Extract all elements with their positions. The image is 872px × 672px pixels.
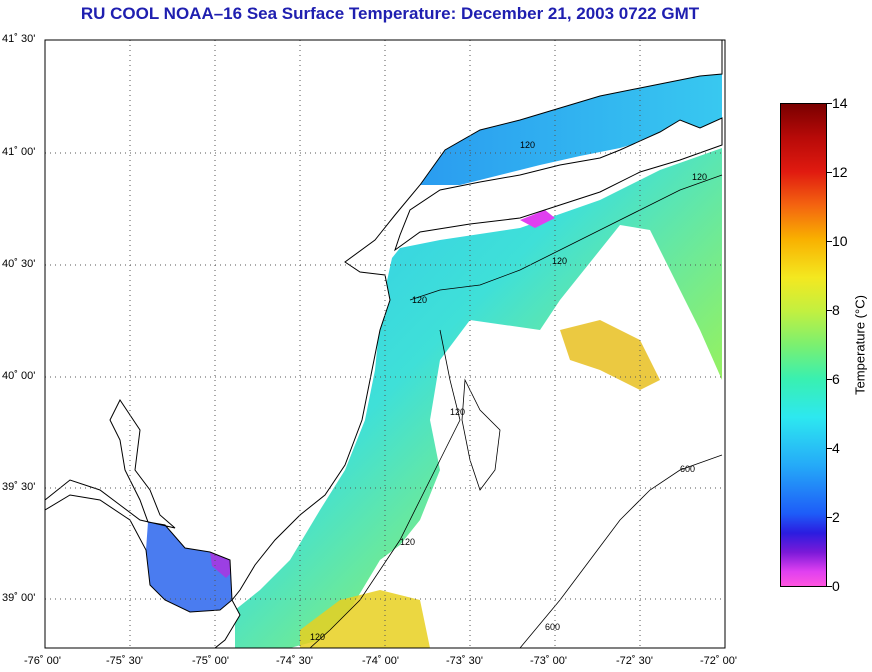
colorbar-label: 14 (832, 95, 848, 111)
isobath-120m (409, 174, 723, 301)
lat-tick-label: 40˚ 00' (2, 370, 36, 382)
isobath-120m-south (309, 329, 461, 648)
isobath-600m (519, 454, 723, 648)
warm-patch (560, 320, 660, 390)
contour-label: 120 (552, 256, 567, 266)
contour-label: 600 (545, 622, 560, 632)
map-title: RU COOL NOAA–16 Sea Surface Temperature:… (80, 4, 700, 23)
contour-label: 120 (310, 632, 325, 642)
colorbar (780, 103, 827, 587)
colorbar-tick (827, 310, 832, 311)
lat-tick-label: 41˚ 00' (2, 146, 36, 158)
colorbar-label: 4 (832, 440, 840, 456)
lat-tick-label: 40˚ 30' (2, 258, 36, 270)
colorbar-tick (827, 241, 832, 242)
graticule (45, 40, 725, 648)
mainland-coast (45, 40, 723, 602)
colorbar-label: 12 (832, 164, 848, 180)
colorbar-label: 6 (832, 371, 840, 387)
lon-tick-label: -72˚ 30' (616, 655, 653, 667)
colorbar-label: 0 (832, 578, 840, 594)
lon-tick-label: -73˚ 30' (446, 655, 483, 667)
lat-tick-label: 39˚ 00' (2, 592, 36, 604)
colorbar-tick (827, 172, 832, 173)
colorbar-tick (827, 586, 832, 587)
canyon-contour (461, 378, 501, 491)
lon-tick-label: -74˚ 00' (362, 655, 399, 667)
warm-patch (300, 590, 430, 648)
lat-tick-label: 41˚ 30' (2, 33, 36, 45)
delaware-bay (146, 522, 232, 612)
colorbar-tick (827, 103, 832, 104)
colorbar-tick (827, 379, 832, 380)
colorbar-label: 2 (832, 509, 840, 525)
contour-label: 600 (680, 464, 695, 474)
lon-tick-label: -75˚ 00' (192, 655, 229, 667)
lon-tick-label: -74˚ 30' (276, 655, 313, 667)
lat-tick-label: 39˚ 30' (2, 481, 36, 493)
southern-land (45, 494, 241, 648)
lon-tick-label: -76˚ 00' (24, 655, 61, 667)
lon-tick-label: -73˚ 00' (530, 655, 567, 667)
long-island-sound (420, 74, 722, 185)
colorbar-tick (827, 448, 832, 449)
colorbar-label: 10 (832, 233, 848, 249)
shelf-water (235, 148, 722, 648)
map-content: 120 120 120 120 120 120 120 600 600 (45, 40, 725, 648)
contour-label: 120 (520, 140, 535, 150)
map-frame (44, 39, 726, 649)
colorbar-tick (827, 517, 832, 518)
colorbar-title: Temperature (°C) (852, 295, 868, 395)
lon-tick-label: -72˚ 00' (700, 655, 737, 667)
contour-label: 120 (692, 172, 707, 182)
contour-label: 120 (412, 295, 427, 305)
cold-patch (520, 210, 555, 228)
lon-tick-label: -75˚ 30' (106, 655, 143, 667)
contour-label: 120 (400, 537, 415, 547)
colorbar-label: 8 (832, 302, 840, 318)
contour-label: 120 (450, 407, 465, 417)
